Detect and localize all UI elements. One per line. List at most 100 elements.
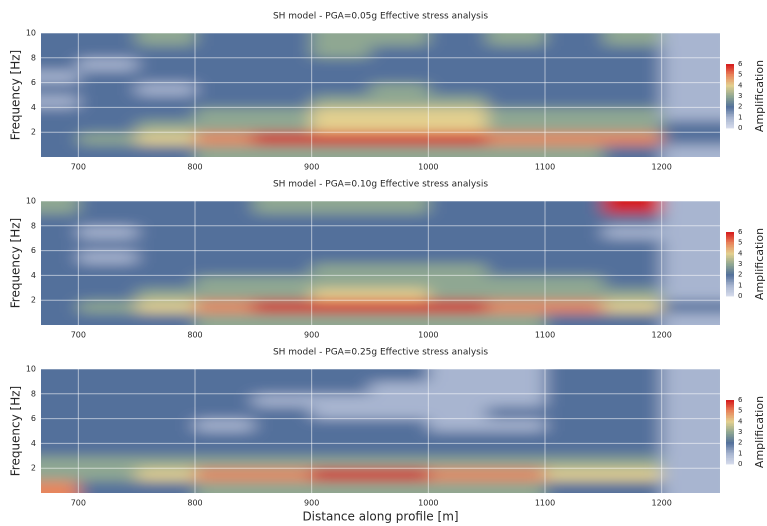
colorbar-segment — [726, 92, 734, 95]
heatmap-cell — [603, 45, 663, 59]
colorbar-segment — [726, 456, 734, 458]
colorbar-segment — [726, 428, 734, 431]
heatmap-area — [41, 201, 720, 325]
heatmap-cell — [253, 33, 313, 46]
heatmap-cell — [370, 300, 429, 314]
colorbar-segment — [726, 427, 734, 430]
heatmap-cell — [195, 95, 254, 108]
heatmap-cell — [253, 418, 313, 432]
heatmap-cell — [136, 443, 196, 457]
heatmap-cell — [136, 455, 196, 469]
x-tick-label: 1000 — [418, 499, 438, 508]
heatmap-cell — [545, 57, 604, 71]
colorbar-tick-label: 1 — [738, 449, 742, 457]
heatmap-cell — [311, 33, 371, 46]
colorbar-segment — [726, 462, 734, 465]
heatmap-cell — [545, 33, 604, 46]
heatmap-cell — [253, 480, 313, 493]
heatmap-cell — [603, 287, 663, 301]
y-tick-label: 10 — [26, 29, 36, 38]
colorbar-segment — [726, 449, 734, 452]
heatmap-cell — [41, 82, 79, 96]
colorbar-label: Amplification — [753, 60, 766, 132]
heatmap-cell — [603, 480, 663, 493]
heatmap-cell — [136, 418, 196, 432]
heatmap-cell — [195, 107, 254, 121]
heatmap-cell — [661, 70, 720, 84]
heatmap-cell — [545, 418, 604, 432]
heatmap-cell — [428, 381, 488, 395]
heatmap-cell — [311, 225, 371, 239]
colorbar-segment — [726, 76, 734, 79]
heatmap-cells — [41, 369, 720, 493]
heatmap-cell — [311, 287, 371, 301]
heatmap-cell — [41, 369, 79, 382]
heatmap-cell — [136, 107, 196, 121]
heatmap-cell — [78, 107, 138, 121]
heatmap-cell — [545, 443, 604, 457]
colorbar-segment — [726, 244, 734, 247]
heatmap-cell — [486, 418, 546, 432]
heatmap-cell — [78, 33, 138, 46]
heatmap-cell — [311, 480, 371, 493]
heatmap-cell — [41, 406, 79, 420]
heatmap-cell — [195, 213, 254, 227]
colorbar-tick-label: 2 — [738, 103, 742, 111]
heatmap-cell — [661, 45, 720, 59]
colorbar-segment — [726, 409, 734, 412]
heatmap-cell — [486, 393, 546, 407]
heatmap-cell — [428, 95, 488, 108]
heatmap-cell — [78, 82, 138, 96]
heatmap-cell — [661, 443, 720, 457]
heatmap-cell — [41, 250, 79, 264]
heatmap-cell — [428, 263, 488, 276]
colorbar-segment — [726, 440, 734, 442]
colorbar-tick-label: 6 — [738, 60, 743, 68]
heatmap-cell — [603, 250, 663, 264]
heatmap-cell — [253, 82, 313, 96]
heatmap-cell — [370, 238, 429, 252]
heatmap-cell — [41, 431, 79, 444]
heatmap-cell — [195, 480, 254, 493]
colorbar-segment — [726, 433, 734, 436]
colorbar-segment — [726, 443, 734, 446]
heatmap-cell — [136, 369, 196, 382]
colorbar-segment — [726, 91, 734, 94]
heatmap-cell — [78, 213, 138, 227]
colorbar-segment — [726, 278, 734, 281]
colorbar-segment — [726, 249, 734, 252]
colorbar-segment — [726, 97, 734, 100]
y-tick-label: 2 — [31, 464, 36, 473]
y-tick-label: 2 — [31, 296, 36, 305]
heatmap-cell — [253, 468, 313, 482]
heatmap-cell — [136, 250, 196, 264]
heatmap-cell — [41, 201, 79, 214]
heatmap-cell — [428, 468, 488, 482]
heatmap-cell — [603, 57, 663, 71]
heatmap-cell — [136, 406, 196, 420]
heatmap-cell — [41, 95, 79, 108]
heatmap-cell — [41, 238, 79, 252]
colorbar-segment — [726, 294, 734, 297]
heatmap-cell — [311, 213, 371, 227]
x-tick-label: 1100 — [535, 499, 555, 508]
y-axis-label: Frequency [Hz] — [9, 218, 23, 309]
colorbar-segment — [726, 272, 734, 274]
heatmap-cell — [195, 238, 254, 252]
heatmap-cell — [661, 213, 720, 227]
colorbar-segment — [726, 112, 734, 114]
heatmap-cell — [136, 431, 196, 444]
heatmap-cell — [78, 393, 138, 407]
colorbar-segment — [726, 254, 734, 257]
heatmap-cell — [311, 300, 371, 314]
heatmap-cell — [253, 107, 313, 121]
heatmap-cell — [486, 250, 546, 264]
colorbar-segment — [726, 118, 734, 121]
colorbar-segment — [726, 75, 734, 78]
heatmap-cell — [370, 393, 429, 407]
heatmap-cell — [195, 455, 254, 469]
heatmap-cell — [545, 455, 604, 469]
colorbar-segment — [726, 401, 734, 404]
heatmap-cell — [428, 57, 488, 71]
heatmap-cell — [370, 468, 429, 482]
